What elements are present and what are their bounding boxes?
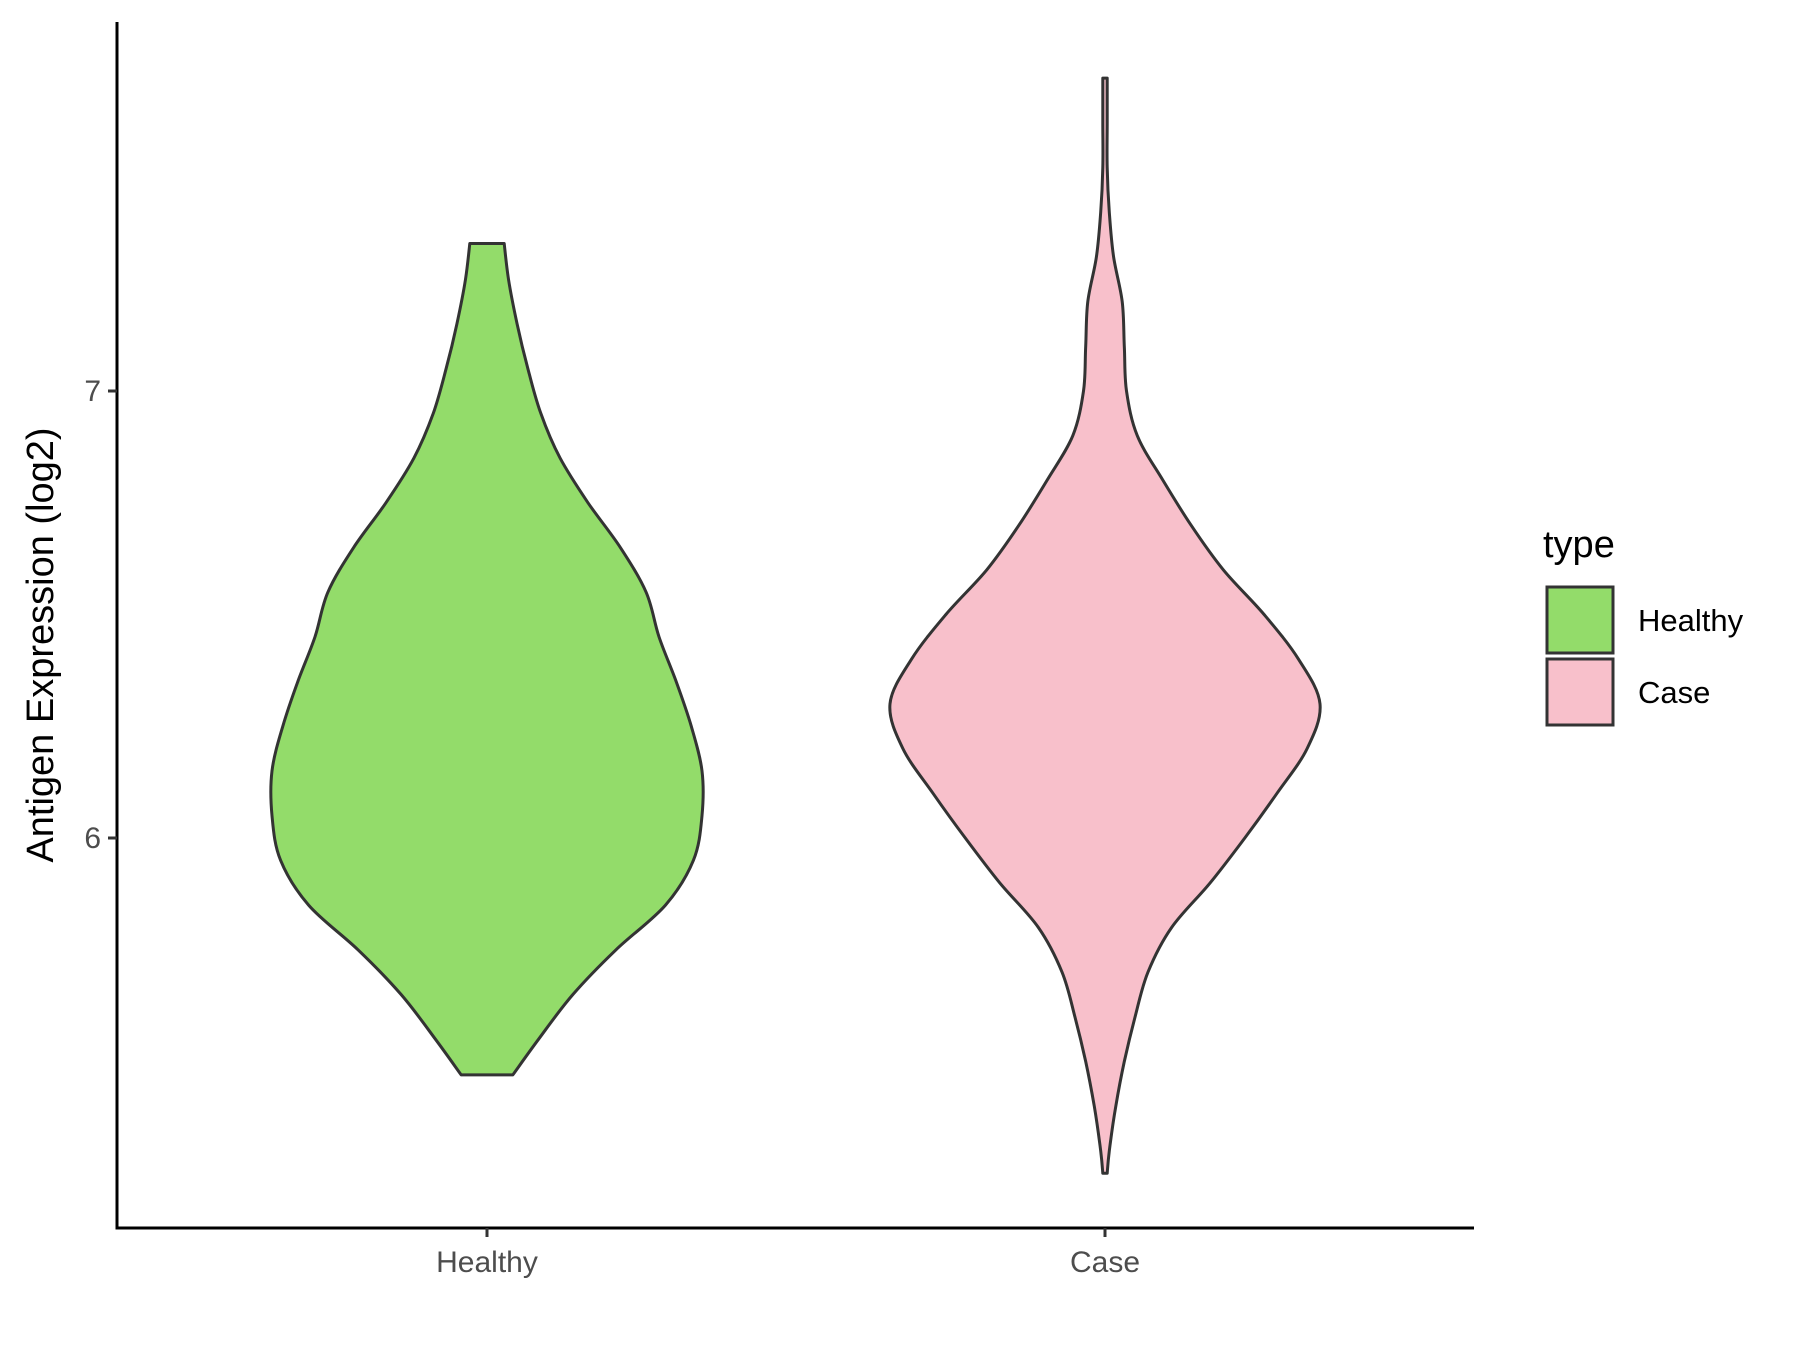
plot-area <box>269 76 1322 1175</box>
legend: type Healthy Case <box>1543 524 1744 727</box>
violin-healthy <box>269 242 705 1077</box>
y-axis-title: Antigen Expression (log2) <box>20 427 62 862</box>
legend-label-case: Case <box>1638 675 1710 710</box>
legend-title: type <box>1543 524 1615 566</box>
y-tick-label: 6 <box>84 822 101 855</box>
violin-case <box>888 76 1322 1175</box>
x-axis: Healthy Case <box>115 1226 1474 1279</box>
y-axis: 67 <box>84 22 119 1230</box>
x-tick-label: Healthy <box>436 1246 538 1279</box>
legend-key-case <box>1545 657 1615 727</box>
legend-key-healthy <box>1545 585 1615 655</box>
y-tick-label: 7 <box>84 375 101 408</box>
legend-label-healthy: Healthy <box>1638 603 1744 638</box>
x-tick-label: Case <box>1070 1246 1140 1279</box>
